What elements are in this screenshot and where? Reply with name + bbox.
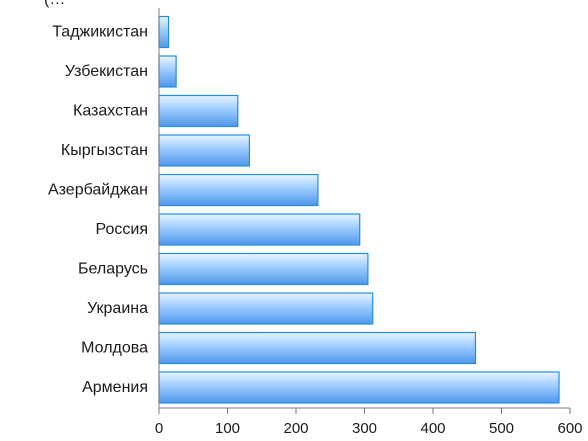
bar (158, 252, 369, 286)
category-label: Казахстан (73, 103, 148, 120)
x-tick-label: 600 (557, 420, 582, 437)
x-tick-label: 200 (283, 420, 308, 437)
category-label: Беларусь (78, 261, 148, 278)
bar (158, 55, 177, 88)
x-tick-label: 400 (420, 420, 445, 437)
chart-title-fragment: (… (44, 0, 65, 8)
category-labels: Таджикистан Узбекистан Казахстан Кыргызстан… (48, 24, 148, 397)
category-label: Таджикистан (52, 24, 148, 41)
category-label: Узбекистан (65, 63, 148, 80)
x-axis: 0 100 200 300 400 500 600 (155, 8, 583, 437)
category-label: Молдова (81, 340, 148, 357)
category-label: Азербайджан (48, 182, 148, 199)
category-label: Армения (82, 379, 148, 396)
x-tick-label: 500 (489, 420, 514, 437)
category-label: Россия (96, 221, 148, 238)
x-tick-label: 0 (155, 420, 163, 437)
x-tick-label: 300 (352, 420, 377, 437)
category-label: Кыргызстан (61, 142, 148, 159)
bar (158, 331, 477, 365)
bar (158, 94, 239, 128)
bar (158, 213, 361, 246)
bar (158, 134, 251, 167)
bar (158, 371, 560, 404)
bar (158, 173, 319, 207)
bars (158, 15, 560, 404)
bar (158, 15, 170, 49)
bar (158, 292, 374, 325)
category-label: Украина (87, 300, 148, 317)
x-tick-label: 100 (215, 420, 240, 437)
